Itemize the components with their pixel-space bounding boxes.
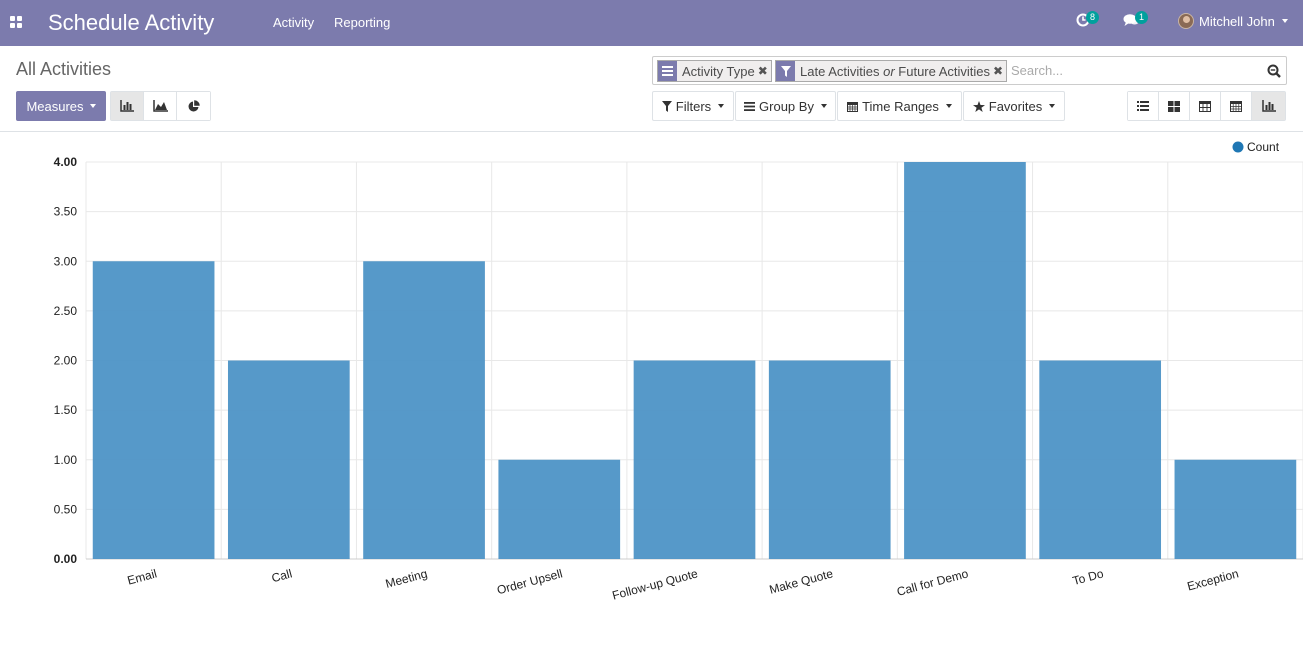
- chevron-down-icon: [718, 104, 725, 108]
- chevron-down-icon: [945, 104, 952, 108]
- x-tick-label: Follow-up Quote: [611, 566, 700, 602]
- top-navbar: Schedule Activity Activity Reporting 8 1…: [0, 0, 1303, 46]
- calendar-icon: [847, 101, 859, 112]
- y-tick-label: 0.00: [54, 552, 78, 566]
- search-icon[interactable]: [1267, 64, 1281, 78]
- messaging-menu[interactable]: 1: [1123, 11, 1148, 30]
- measures-label: Measures: [26, 98, 84, 114]
- user-menu[interactable]: Mitchell John: [1178, 13, 1288, 29]
- favorites-button[interactable]: Favorites: [963, 91, 1065, 121]
- search-input[interactable]: [1011, 60, 1251, 81]
- bar-call: [227, 360, 350, 559]
- chevron-down-icon: [1281, 19, 1288, 23]
- chevron-down-icon: [89, 104, 96, 108]
- y-tick-label: 4.00: [54, 155, 78, 169]
- group-by-button[interactable]: Group By: [735, 91, 836, 121]
- close-icon[interactable]: ✖: [993, 64, 1004, 78]
- bar-to-do: [1039, 360, 1162, 559]
- bar-meeting: [363, 261, 485, 559]
- pivot-view-button[interactable]: [1190, 92, 1221, 120]
- apps-grid-icon[interactable]: [10, 16, 23, 29]
- filter-icon: [776, 61, 795, 81]
- y-tick-label: 3.00: [54, 254, 78, 268]
- facet-label: Late Activities or Future Activities: [800, 63, 991, 79]
- list-view-button[interactable]: [1128, 92, 1159, 120]
- calendar-view-button[interactable]: [1221, 92, 1252, 120]
- bar-chart: 0.00 0.50 1.00 1.50 2.00 2.50 3.00 3.50 4.00 Emai…: [54, 140, 1303, 603]
- message-count-badge: 1: [1135, 11, 1148, 24]
- list-icon: [658, 61, 677, 81]
- activity-menu[interactable]: 8: [1076, 11, 1099, 30]
- x-tick-label: To Do: [1071, 566, 1105, 588]
- bar-follow-up-quote: [633, 360, 756, 559]
- graph-view: 0.00 0.50 1.00 1.50 2.00 2.50 3.00 3.50 4.00 Emai…: [0, 133, 1303, 659]
- measures-button[interactable]: Measures: [16, 91, 106, 121]
- bar-chart-icon: [120, 100, 134, 112]
- view-switcher: [1127, 91, 1286, 121]
- close-icon[interactable]: ✖: [757, 64, 768, 78]
- facet-label: Activity Type: [682, 63, 755, 79]
- chart-mode-group: [110, 91, 211, 121]
- facet-activity-type: Activity Type ✖: [657, 60, 772, 82]
- list-icon: [1137, 101, 1149, 111]
- bar-email: [92, 261, 215, 559]
- x-tick-label: Exception: [1186, 566, 1241, 593]
- x-tick-label: Call for Demo: [895, 566, 970, 599]
- filters-button[interactable]: Filters: [652, 91, 734, 121]
- x-tick-label: Order Upsell: [495, 566, 564, 597]
- x-tick-label: Meeting: [384, 566, 429, 591]
- avatar: [1178, 13, 1194, 29]
- graph-view-button[interactable]: [1252, 92, 1285, 120]
- table-icon: [1199, 100, 1211, 112]
- menu-activity[interactable]: Activity: [273, 15, 315, 30]
- list-icon: [744, 101, 756, 111]
- legend-swatch: [1232, 141, 1244, 153]
- control-panel: All Activities Activity Type ✖ Late Acti…: [0, 46, 1303, 132]
- facet-late-future: Late Activities or Future Activities ✖: [775, 60, 1008, 82]
- bar-exception: [1174, 459, 1297, 559]
- bar-chart-mode-button[interactable]: [111, 92, 144, 120]
- app-title: Schedule Activity: [48, 10, 215, 35]
- kanban-view-button[interactable]: [1159, 92, 1190, 120]
- bar-call-for-demo: [904, 162, 1026, 559]
- legend-label: Count: [1247, 140, 1280, 154]
- x-tick-label: Call: [270, 566, 294, 585]
- bar-chart-icon: [1261, 100, 1276, 112]
- kanban-icon: [1168, 100, 1180, 112]
- activity-count-badge: 8: [1086, 11, 1099, 24]
- area-chart-icon: [152, 100, 168, 112]
- y-tick-label: 1.00: [54, 453, 78, 467]
- y-tick-label: 3.50: [54, 205, 78, 219]
- favorites-label: Favorites: [988, 98, 1043, 114]
- y-tick-label: 1.50: [54, 403, 78, 417]
- chevron-down-icon: [820, 104, 827, 108]
- filter-icon: [661, 100, 672, 112]
- menu-reporting[interactable]: Reporting: [334, 15, 391, 30]
- star-icon: [972, 100, 985, 112]
- group-by-label: Group By: [759, 98, 814, 114]
- y-tick-label: 0.50: [54, 502, 78, 516]
- user-name: Mitchell John: [1199, 13, 1275, 29]
- y-tick-label: 2.50: [54, 304, 78, 318]
- pie-chart-icon: [188, 99, 200, 111]
- bar-order-upsell: [498, 459, 621, 559]
- pie-chart-mode-button[interactable]: [177, 92, 210, 120]
- y-tick-label: 2.00: [54, 354, 78, 368]
- filters-label: Filters: [675, 98, 712, 114]
- x-tick-label: Email: [126, 566, 159, 587]
- time-ranges-label: Time Ranges: [862, 98, 939, 114]
- breadcrumb: All Activities: [16, 59, 112, 79]
- chevron-down-icon: [1049, 104, 1056, 108]
- bar-make-quote: [768, 360, 891, 559]
- calendar-icon: [1230, 101, 1242, 112]
- x-tick-label: Make Quote: [768, 566, 835, 597]
- time-ranges-button[interactable]: Time Ranges: [837, 91, 962, 121]
- line-chart-mode-button[interactable]: [144, 92, 177, 120]
- search-box: Activity Type ✖ Late Activities or Futur…: [652, 56, 1287, 85]
